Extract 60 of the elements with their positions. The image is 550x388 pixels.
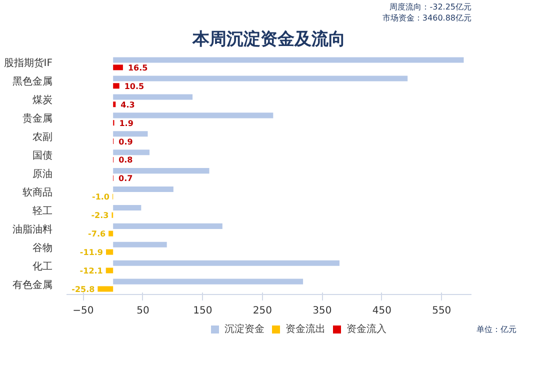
y-tick-label: 黑色金属 <box>12 76 52 88</box>
x-tick-label: 50 <box>136 306 150 316</box>
y-tick-label: 油脂油料 <box>12 223 52 236</box>
data-label: -7.6 <box>88 230 106 239</box>
bar <box>113 278 304 284</box>
bar <box>113 83 120 89</box>
text: 市场资金：3460.88亿元 <box>382 14 472 22</box>
data-label: 4.3 <box>120 100 135 110</box>
bar <box>113 168 210 174</box>
legend-label: 资金流入 <box>346 322 386 336</box>
y-tick-label: 国债 <box>32 150 52 162</box>
y-tick-label: 贵金属 <box>22 112 52 125</box>
bar <box>106 249 114 255</box>
y-tick-label: 谷物 <box>32 242 52 254</box>
bar <box>113 150 150 156</box>
text: 周度流向：-32.25亿元 <box>390 2 472 12</box>
legend-label: 沉淀资金 <box>224 322 264 336</box>
y-tick-label: 有色金属 <box>12 278 52 291</box>
chart-title: 本周沉淀资金及流向 <box>192 30 346 50</box>
bar <box>113 57 464 63</box>
data-label: 1.9 <box>119 118 134 128</box>
y-tick-label: 原油 <box>32 168 52 180</box>
bar <box>113 242 167 248</box>
data-label: -11.9 <box>80 248 104 258</box>
bar <box>113 76 408 82</box>
data-label: -2.3 <box>91 211 109 220</box>
x-tick-label: 250 <box>252 306 272 316</box>
x-tick-label: 150 <box>193 306 212 316</box>
y-tick-label: 化工 <box>32 260 52 272</box>
x-tick-label: 350 <box>312 306 332 316</box>
bar <box>113 94 193 100</box>
data-label: 0.7 <box>118 174 133 184</box>
bar <box>113 223 222 229</box>
bar <box>113 112 274 118</box>
data-label: -12.1 <box>80 266 104 276</box>
y-tick-label: 轻工 <box>32 204 52 217</box>
y-tick-label: 软商品 <box>22 186 52 198</box>
bar <box>113 102 116 108</box>
y-tick-label: 农副 <box>32 132 52 144</box>
data-label: -25.8 <box>72 284 96 294</box>
bar <box>108 230 114 236</box>
data-label: 0.8 <box>118 156 134 165</box>
text: 单位：亿元 <box>476 325 517 334</box>
legend-label: 资金流出 <box>286 322 326 336</box>
bar <box>113 186 174 192</box>
bar <box>98 286 114 292</box>
y-tick-label: 股指期货IF <box>4 57 53 70</box>
x-tick-label: 450 <box>372 306 392 316</box>
bar <box>113 64 123 70</box>
x-tick-label: −50 <box>72 306 94 316</box>
x-tick-label: 550 <box>432 306 452 316</box>
bar <box>113 131 148 137</box>
data-label: 0.9 <box>118 137 134 146</box>
bar <box>106 268 114 274</box>
data-label: -1.0 <box>92 192 110 202</box>
y-tick-label: 煤炭 <box>32 94 52 106</box>
bar <box>113 260 340 266</box>
bar <box>113 204 142 210</box>
data-label: 10.5 <box>124 82 145 91</box>
data-label: 16.5 <box>128 63 148 72</box>
